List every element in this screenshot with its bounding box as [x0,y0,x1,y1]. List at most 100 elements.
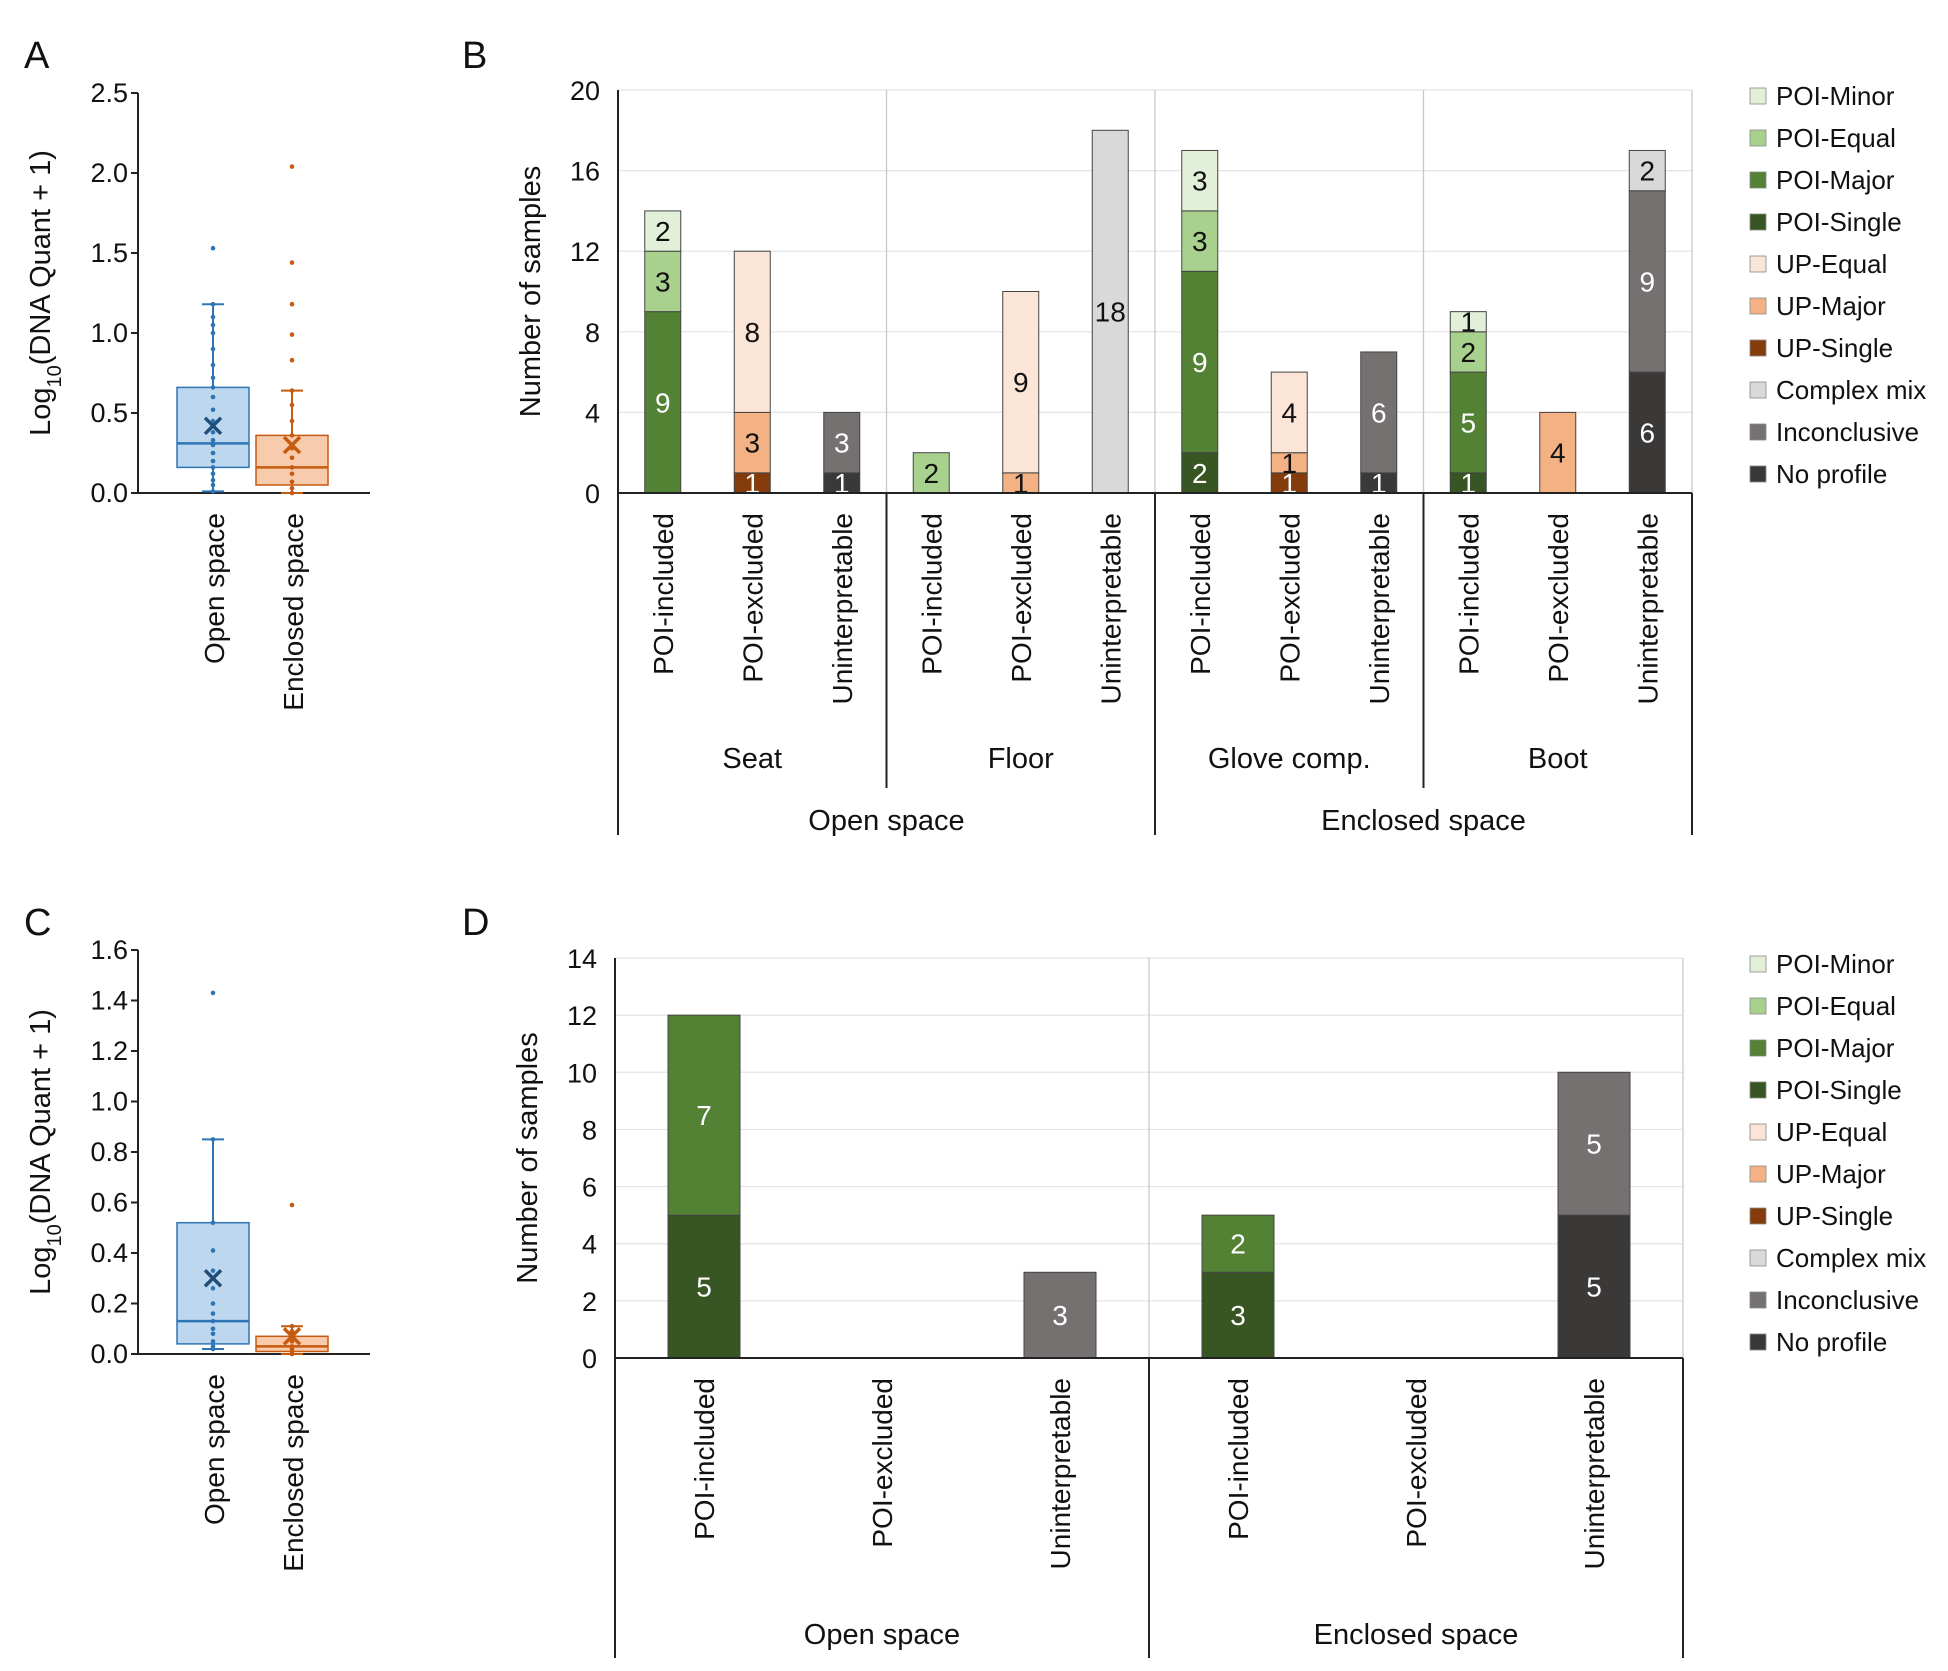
bar-segment [1360,351,1398,474]
data-label: 2 [1639,156,1655,187]
bar-segment [1181,149,1219,212]
legend-item: UP-Single [1749,333,1893,363]
y-axis-label: Number of samples [512,1032,544,1283]
box-enclosed-space [255,164,329,496]
data-point [210,407,216,413]
bar-poi-included: 9 3 2 [644,210,682,494]
y-tick-label: 1.5 [90,238,128,268]
legend-label: No profile [1776,459,1887,489]
legend-label: POI-Major [1776,1033,1895,1063]
subgroup-label: Boot [1528,743,1588,775]
data-point [289,485,295,491]
data-point [210,245,216,251]
legend-d: POI-Minor POI-Equal POI-Major POI-Single UP-… [1749,949,1926,1357]
y-tick-label: 14 [567,944,597,974]
data-label: 6 [1639,418,1655,449]
y-tick-label: 0.6 [90,1188,128,1218]
legend-item: UP-Equal [1749,1117,1887,1147]
legend-label: UP-Equal [1776,1117,1887,1147]
panel-a: A 0.0 0.5 1.0 1.5 2.0 2.5 Log10(DNA Quant + 1) O… [24,35,370,711]
legend-label: POI-Single [1776,207,1902,237]
data-point [289,490,295,496]
data-label: 3 [1192,166,1208,197]
legend-label: UP-Single [1776,1201,1893,1231]
legend-label: POI-Minor [1776,81,1895,111]
y-tick-label: 1.6 [90,935,128,965]
data-point [210,394,216,400]
data-point [210,489,216,494]
data-label: 4 [1281,397,1297,428]
legend-swatch [1749,213,1767,231]
subgroup-label: Floor [988,743,1054,775]
legend-item: POI-Single [1749,207,1902,237]
data-point [289,402,295,408]
data-point [210,1311,216,1316]
data-point [289,164,295,169]
bar-uninterpretable: 13 [823,411,861,499]
category-label: Uninterpretable [1364,513,1395,704]
legend-label: No profile [1776,1327,1887,1357]
legend-swatch [1749,1165,1767,1183]
legend-item: POI-Single [1749,1075,1902,1105]
category-label: Uninterpretable [827,513,858,704]
y-tick-label: 1.2 [90,1036,128,1066]
bar-poi-excluded: 19 [1002,291,1040,499]
legend-swatch [1749,955,1767,973]
legend-item: Complex mix [1749,375,1926,405]
category-label: POI-excluded [867,1378,898,1548]
iqr-box [176,1221,250,1345]
mean-marker [203,1269,223,1288]
bar-uninterpretable: 3 [1023,1271,1097,1359]
data-label: 3 [655,266,671,297]
legend-swatch [1749,297,1767,315]
bar-segment [1201,1214,1275,1273]
category-label: Open space [199,513,230,664]
legend-swatch [1749,1123,1767,1141]
data-point [210,375,216,381]
legend-swatch [1749,465,1767,483]
bar-segment [1628,149,1666,192]
legend-swatch [1749,381,1767,399]
legend-item: POI-Minor [1749,949,1895,979]
legend-item: No profile [1749,1327,1887,1357]
group-label: Enclosed space [1321,805,1526,837]
bar-segment [823,411,861,474]
category-label: Uninterpretable [1579,1378,1610,1569]
subgroup-label: Seat [722,743,782,775]
data-label: 3 [744,428,760,459]
legend-item: POI-Equal [1749,123,1896,153]
bar-uninterpretable: 55 [1557,1071,1631,1359]
bar-poi-excluded: 11 4 [1270,371,1308,499]
data-label: 8 [744,317,760,348]
y-tick-label: 0 [585,479,600,509]
bar-segment [1002,291,1040,474]
category-label: Enclosed space [278,1374,309,1572]
bar-segment [1449,311,1487,333]
group-label: Open space [804,1619,960,1651]
legend-label: POI-Major [1776,165,1895,195]
bar-poi-included: 2 [912,452,950,494]
panel-letter-a: A [24,35,50,77]
legend-swatch [1749,1291,1767,1309]
data-label: 9 [1013,367,1029,398]
category-label: POI-included [1185,513,1216,675]
data-label: 1 [834,468,850,499]
bar-segment [1181,270,1219,454]
category-label: Uninterpretable [1045,1378,1076,1569]
group-label: Enclosed space [1314,1619,1519,1651]
data-label: 2 [1192,458,1208,489]
y-tick-label: 6 [582,1173,597,1203]
bar-segment [1557,1071,1631,1216]
category-label: POI-included [1223,1378,1254,1540]
y-tick-label: 0.0 [90,1339,128,1369]
data-point [210,1301,216,1306]
bar-uninterpretable: 16 [1360,351,1398,499]
data-point [289,471,295,477]
bar-segment [667,1014,741,1216]
legend-label: POI-Equal [1776,991,1896,1021]
legend-swatch [1749,1039,1767,1057]
bar-segment [1628,371,1666,494]
data-point [289,332,295,337]
